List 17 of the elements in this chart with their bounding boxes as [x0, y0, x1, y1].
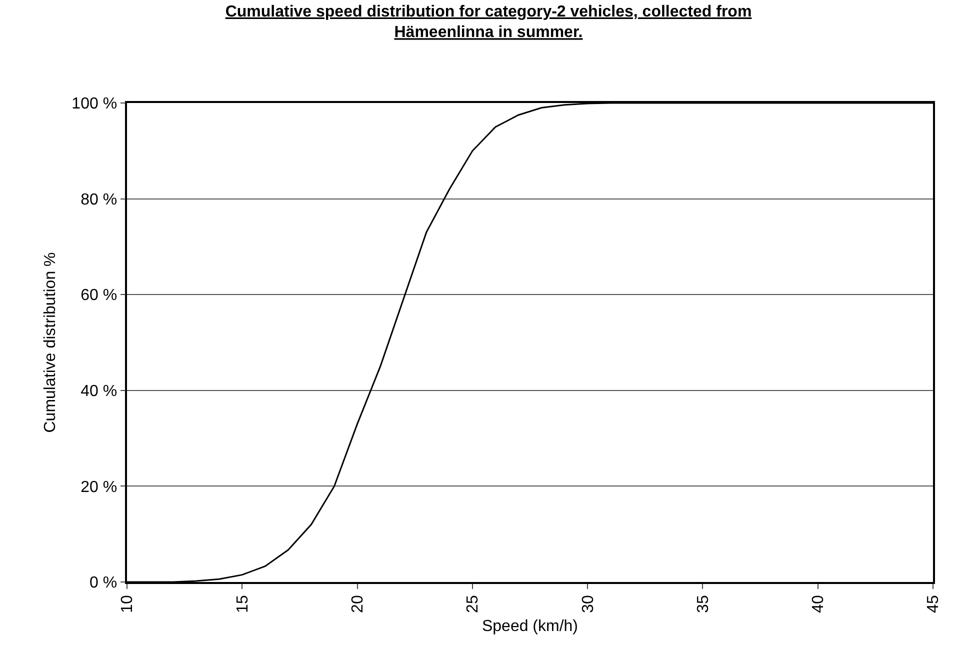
- x-tick-label: 25: [464, 595, 482, 613]
- chart-title: Cumulative speed distribution for category-2 vehicles, collected from Hämeenlinna in summer.: [225, 3, 752, 42]
- x-tick-label: 45: [925, 595, 942, 613]
- y-tick-label: 40 %: [80, 383, 118, 400]
- y-tick-label: 80 %: [80, 191, 118, 208]
- x-tick-label: 15: [234, 595, 252, 613]
- y-tick-label: 60 %: [80, 287, 118, 304]
- x-axis-title: Speed (km/h): [482, 618, 578, 636]
- x-tick-label: 10: [119, 595, 136, 613]
- x-tick-label: 30: [580, 595, 597, 613]
- x-tick-label: 35: [694, 595, 712, 613]
- y-tick-label: 0 %: [89, 574, 118, 592]
- y-tick-label: 100 %: [72, 96, 118, 113]
- y-axis-title: Cumulative distribution %: [42, 252, 60, 433]
- y-tick-label: 20 %: [80, 478, 118, 496]
- x-tick-label: 20: [349, 595, 366, 613]
- x-tick-label: 40: [810, 595, 828, 613]
